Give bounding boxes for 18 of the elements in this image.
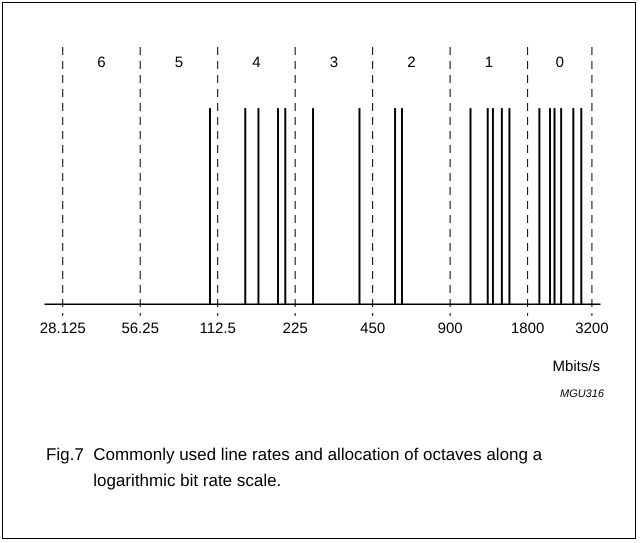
- x-tick-label: 28.125: [40, 320, 86, 338]
- x-tick-label: 900: [438, 320, 463, 338]
- x-tick-label: 450: [360, 320, 386, 338]
- text: MGU316: [560, 388, 604, 400]
- text: 6: [97, 54, 106, 72]
- caption: Fig.7 Commonly used line rates and allocation of octaves along a logarithmic bit rate scale.: [46, 444, 544, 492]
- x-tick-label: 225: [282, 320, 308, 338]
- x-tick-label: 56.25: [121, 320, 159, 338]
- text: 3: [330, 54, 338, 72]
- text: 5: [174, 54, 184, 72]
- text: 0: [556, 54, 564, 72]
- x-axis-title: Mbits/s: [552, 358, 600, 376]
- text: 1: [484, 54, 494, 72]
- text: 2: [407, 54, 416, 72]
- x-tick-label: 112.5: [199, 320, 236, 338]
- text: 4: [252, 54, 261, 72]
- x-tick-label: 1800: [510, 320, 544, 338]
- x-tick-label: 3200: [575, 320, 609, 338]
